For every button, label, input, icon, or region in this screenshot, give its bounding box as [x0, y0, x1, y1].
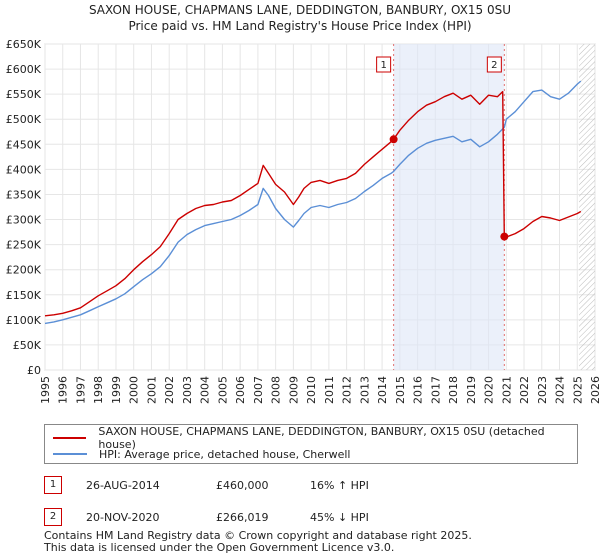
x-tick-label: 2017 [429, 376, 442, 404]
x-tick-label: 1995 [39, 376, 52, 404]
x-tick-label: 2000 [128, 376, 141, 404]
x-tick-label: 2023 [536, 376, 549, 404]
transaction-point [500, 232, 509, 241]
marker-label: 1 [380, 60, 386, 71]
marker-label-box [486, 56, 502, 73]
x-tick-label: 2010 [305, 376, 318, 404]
x-tick-label: 2024 [554, 376, 567, 404]
x-tick-label: 1997 [74, 376, 87, 404]
x-tick-label: 2016 [412, 376, 425, 404]
marker-label-box [376, 56, 392, 73]
footer-line-licence: This data is licensed under the Open Gov… [44, 541, 395, 554]
x-tick-label: 2019 [465, 376, 478, 404]
y-tick-label: £100K [6, 314, 42, 327]
transaction-row: 2 20-NOV-2020 £266,019 45% ↓ HPI [44, 508, 564, 528]
x-tick-label: 1996 [57, 376, 70, 404]
price-chart: SAXON HOUSE, CHAPMANS LANE, DEDDINGTON, … [6, 3, 600, 404]
legend-item-hpi: HPI: Average price, detached house, Cher… [53, 446, 350, 462]
y-tick-label: £550K [6, 88, 42, 101]
y-tick-label: £650K [6, 38, 42, 51]
chart-title: SAXON HOUSE, CHAPMANS LANE, DEDDINGTON, … [89, 3, 511, 17]
x-tick-label: 2012 [341, 376, 354, 404]
plot-background [44, 43, 596, 371]
transaction-date: 20-NOV-2020 [86, 511, 160, 524]
x-tick-label: 2015 [394, 376, 407, 404]
x-tick-label: 2013 [358, 376, 371, 404]
transaction-price: £266,019 [216, 511, 269, 524]
legend-swatch-property [53, 437, 87, 439]
x-tick-label: 2008 [270, 376, 283, 404]
footer-line-copyright: Contains HM Land Registry data © Crown c… [44, 529, 472, 542]
y-tick-label: £250K [6, 239, 42, 252]
series-line-property [44, 90, 582, 317]
x-axis-ticks: 1995 1996 1997 1998 1999 2000 2001 2002 2003 2004… [39, 376, 600, 404]
x-tick-label: 2002 [163, 376, 176, 404]
x-tick-label: 1998 [92, 376, 105, 404]
x-tick-label: 2021 [500, 376, 513, 404]
y-tick-label: £0 [27, 364, 41, 377]
legend-swatch-hpi [53, 453, 87, 455]
x-tick-label: 2003 [181, 376, 194, 404]
y-axis-ticks: £0 £50K £100K £150K £200K £250K £300K £350K £400… [6, 38, 42, 377]
transaction-point [389, 135, 398, 144]
transaction-number-badge: 2 [44, 508, 62, 526]
legend-label-property: SAXON HOUSE, CHAPMANS LANE, DEDDINGTON, … [98, 425, 545, 451]
x-tick-label: 2009 [287, 376, 300, 404]
y-tick-label: £200K [6, 264, 42, 277]
legend: SAXON HOUSE, CHAPMANS LANE, DEDDINGTON, … [44, 424, 578, 464]
transaction-number-badge: 1 [44, 476, 62, 494]
marker-label: 2 [491, 60, 497, 71]
shaded-band [393, 44, 505, 370]
x-tick-label: 1999 [110, 376, 123, 404]
x-tick-label: 2007 [252, 376, 265, 404]
y-tick-label: £400K [6, 163, 42, 176]
transaction-price: £460,000 [216, 479, 269, 492]
x-tick-label: 2014 [376, 376, 389, 404]
x-tick-label: 2011 [323, 376, 336, 404]
y-tick-label: £350K [6, 188, 42, 201]
x-tick-label: 2004 [199, 376, 212, 404]
transaction-hpi-diff: 45% ↓ HPI [310, 511, 369, 524]
series-line-hpi [44, 80, 582, 325]
legend-label-hpi: HPI: Average price, detached house, Cher… [99, 447, 351, 461]
x-tick-label: 2022 [518, 376, 531, 404]
series-group [44, 80, 582, 325]
y-tick-label: £300K [6, 214, 42, 227]
transaction-row: 1 26-AUG-2014 £460,000 16% ↑ HPI [44, 476, 564, 496]
x-tick-label: 2006 [234, 376, 247, 404]
x-tick-label: 2005 [216, 376, 229, 404]
x-tick-label: 2001 [145, 376, 158, 404]
transaction-date: 26-AUG-2014 [86, 479, 160, 492]
future-hatch [579, 44, 595, 370]
plot-area [44, 43, 596, 371]
legend-item-property: SAXON HOUSE, CHAPMANS LANE, DEDDINGTON, … [53, 425, 577, 451]
x-tick-label: 2026 [589, 376, 600, 404]
y-tick-label: £450K [6, 138, 42, 151]
y-tick-label: £600K [6, 63, 42, 76]
transaction-hpi-diff: 16% ↑ HPI [310, 479, 369, 492]
chart-subtitle: Price paid vs. HM Land Registry's House … [128, 19, 471, 33]
footer-attribution: Contains HM Land Registry data © Crown c… [44, 530, 472, 554]
x-tick-label: 2025 [571, 376, 584, 404]
y-tick-label: £150K [6, 289, 42, 302]
y-tick-label: £500K [6, 113, 42, 126]
y-tick-label: £50K [13, 339, 42, 352]
x-tick-label: 2020 [483, 376, 496, 404]
x-tick-label: 2018 [447, 376, 460, 404]
